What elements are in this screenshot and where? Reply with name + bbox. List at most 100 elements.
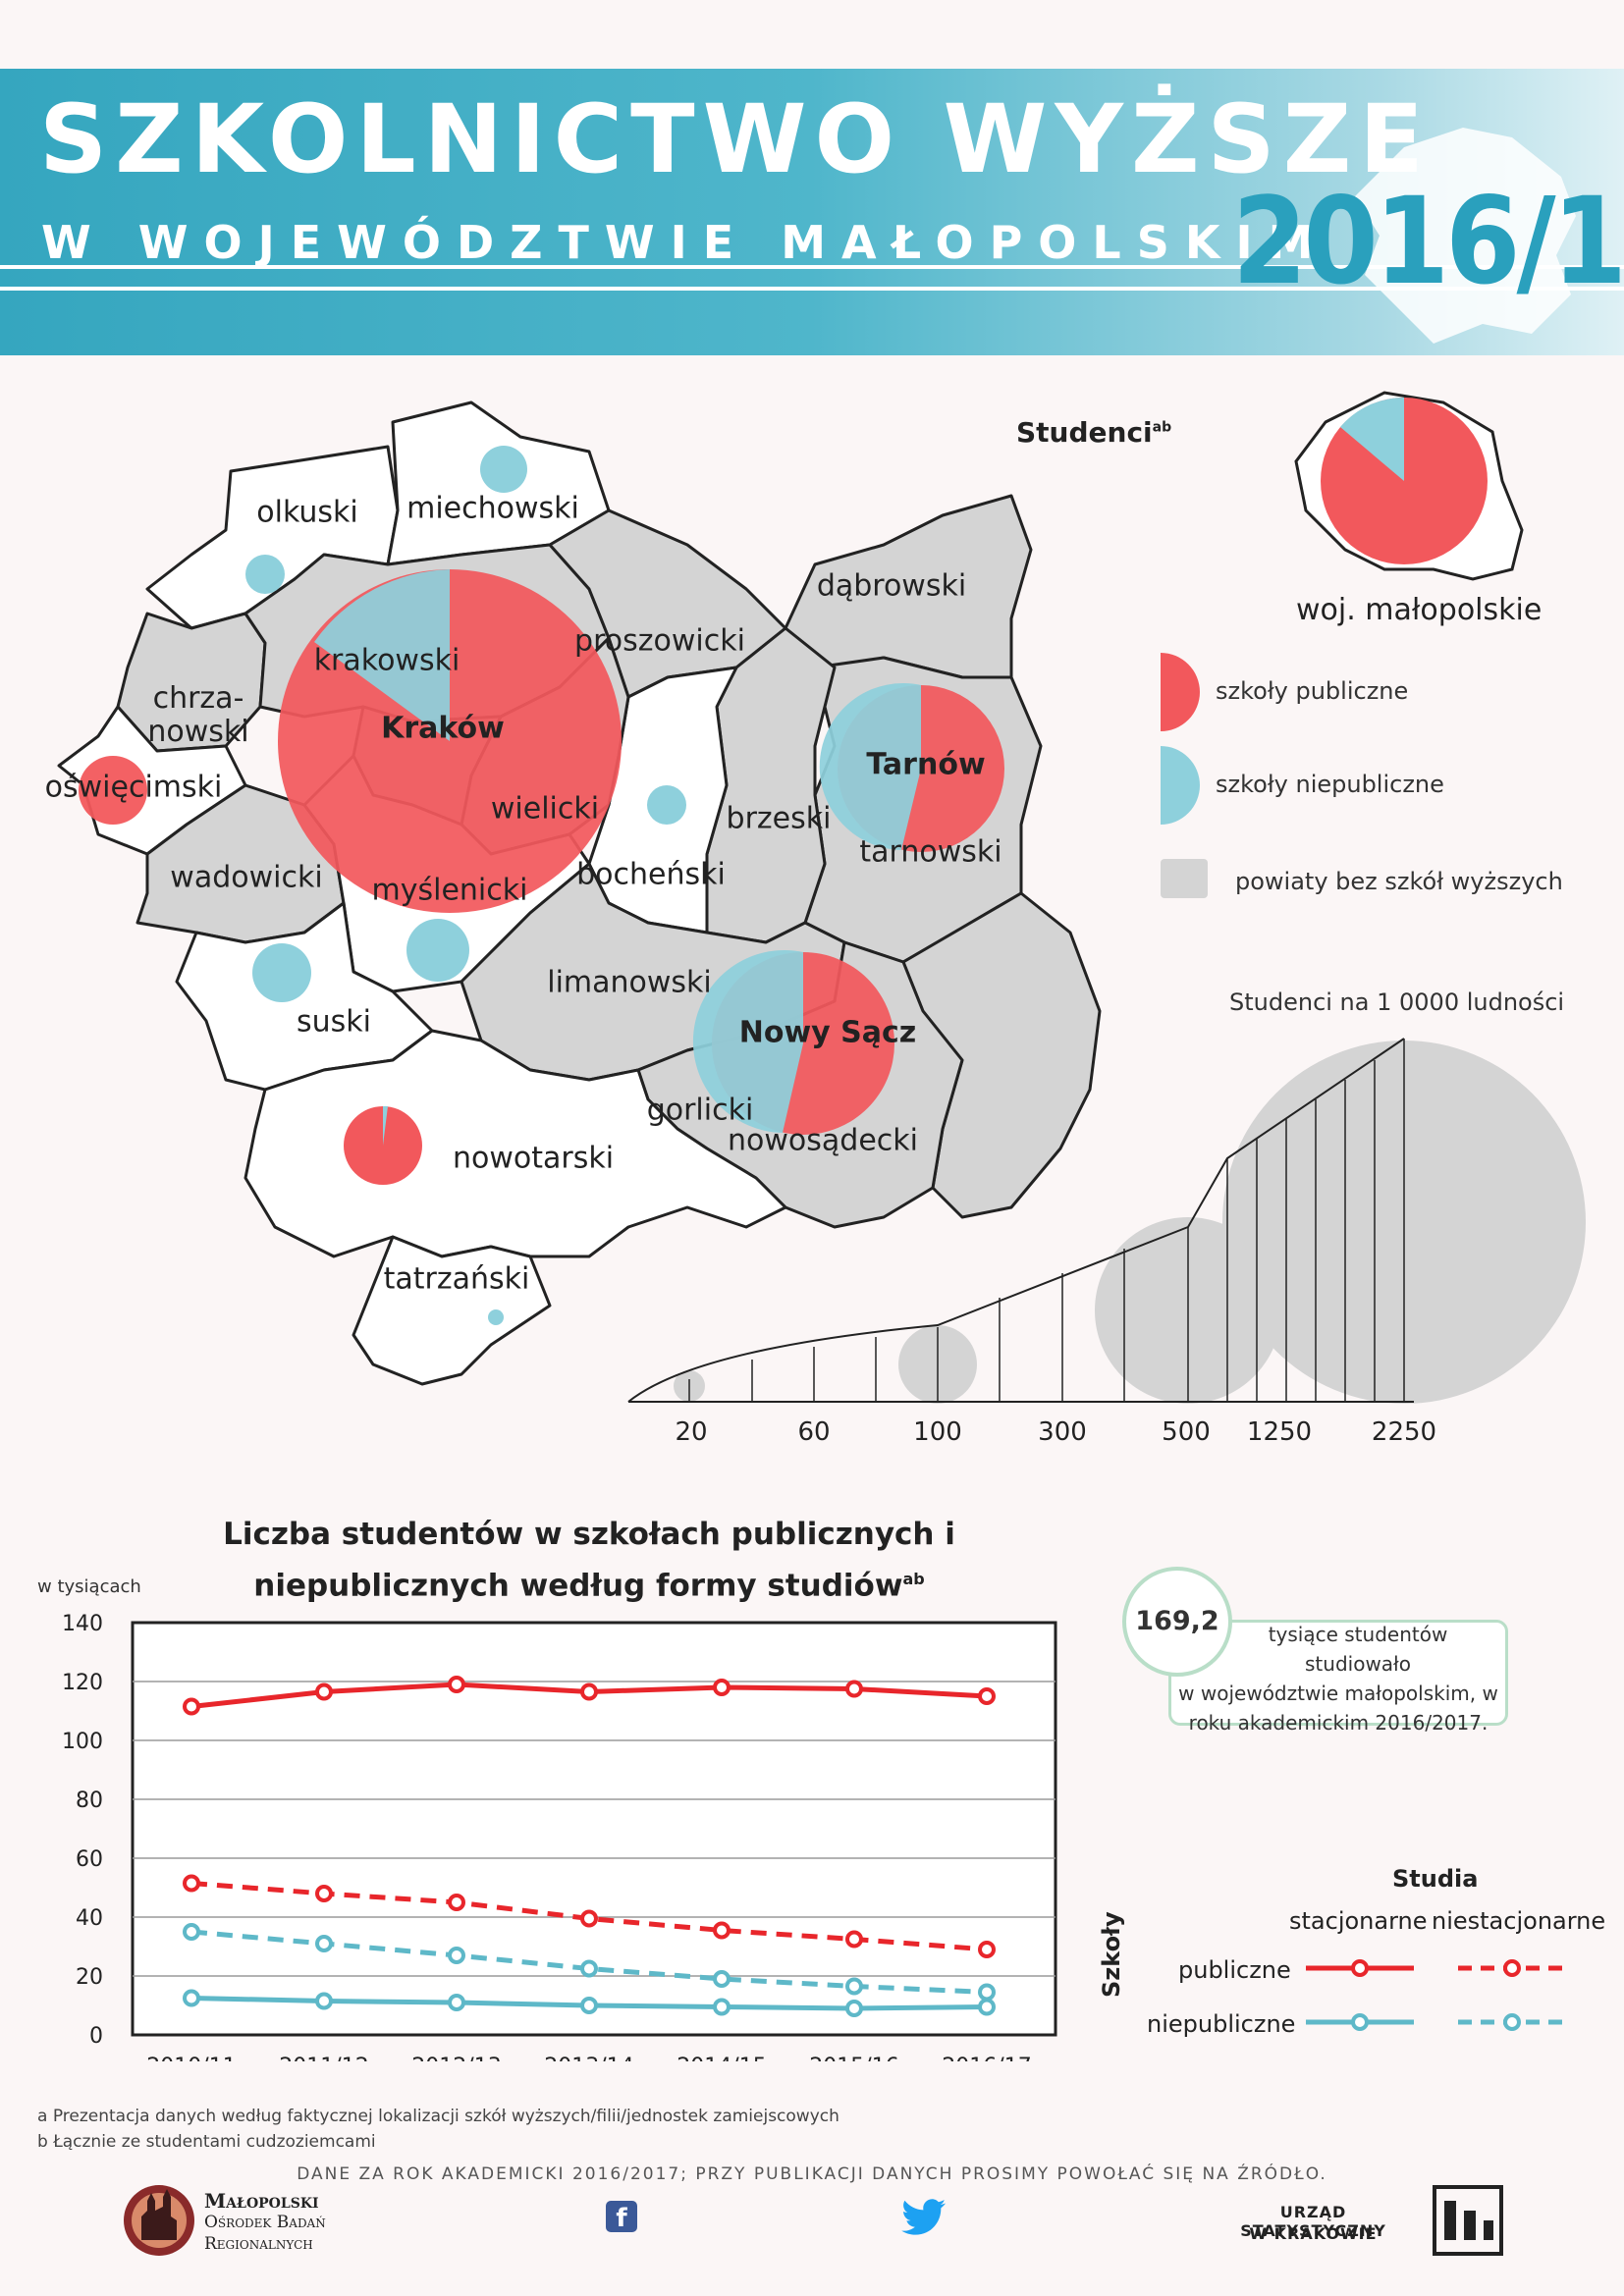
line-legend-swatches (1306, 1959, 1566, 2031)
data-point (183, 1989, 200, 2007)
pie-voivodeship (1321, 397, 1488, 564)
y-tick-label: 80 (76, 1789, 103, 1813)
label-myslenicki: myślenicki (371, 873, 528, 908)
data-point (315, 1935, 333, 1952)
pie-miechowski (480, 446, 527, 493)
label-suski: suski (297, 1004, 371, 1040)
data-point (713, 1998, 731, 2016)
y-axis-label: w tysiącach (37, 1576, 141, 1597)
legend-line-nonpublic-stac (1306, 2013, 1414, 2031)
header-banner: SZKOLNICTWO WYŻSZE W WOJEWÓDZTWIE MAŁOPO… (0, 69, 1624, 355)
pie-suski (252, 943, 311, 1002)
data-point (845, 1977, 863, 1996)
legend-line-public-stac (1306, 1959, 1414, 1977)
data-point (713, 1679, 731, 1696)
us-krakow-logo-icon (1433, 2185, 1503, 2256)
pie-olkuski (245, 555, 285, 594)
y-tick-label: 140 (62, 1612, 103, 1636)
legend-line-nonpublic-nstac (1458, 2013, 1566, 2031)
label-olkuski: olkuski (256, 495, 358, 530)
map-svg (57, 391, 1586, 1404)
data-point (448, 1994, 465, 2011)
pie-tarnow (819, 683, 1004, 852)
x-tick-label: 2011/12 (279, 2055, 368, 2061)
pie-tatrzanski (488, 1309, 504, 1325)
label-oswiecimski: oświęcimski (44, 770, 223, 805)
pie-bochenski (647, 785, 686, 825)
legend-stacjonarne: stacjonarne (1289, 1907, 1428, 1935)
page-title: SZKOLNICTWO WYŻSZE (39, 84, 1432, 194)
label-tarnow: Tarnów (866, 747, 986, 782)
org-right-l1: URZĄD STATYSTYCZNY (1240, 2203, 1386, 2240)
legend-public-swatch (1161, 653, 1200, 731)
data-point (315, 1992, 333, 2010)
y-tick-label: 120 (62, 1671, 103, 1695)
y-tick-label: 40 (76, 1906, 103, 1931)
y-tick-label: 0 (89, 2024, 103, 2049)
legend-line-public-nstac (1458, 1959, 1566, 1977)
data-point (315, 1885, 333, 1902)
size-tick: 60 (797, 1417, 831, 1447)
y-tick-label: 60 (76, 1847, 103, 1872)
data-point (713, 1921, 731, 1940)
org-left-l1: Małopolski (204, 2189, 319, 2213)
data-point (183, 1697, 200, 1716)
label-miechowski: miechowski (406, 491, 579, 526)
x-tick-label: 2012/13 (411, 2055, 501, 2061)
data-point (713, 1970, 731, 1988)
label-wadowicki: wadowicki (170, 860, 323, 895)
line-chart-title: Liczba studentów w szkołach publicznych … (223, 1517, 955, 1604)
x-tick-label: 2010/11 (146, 2055, 236, 2061)
info-value: 169,2 (1122, 1567, 1232, 1677)
label-nowotarski: nowotarski (452, 1141, 615, 1176)
legend-nonpublic-label: szkoły niepubliczne (1216, 771, 1444, 798)
info-text: tysiące studentów studiowało w województ… (1178, 1623, 1498, 1735)
data-point (978, 1998, 996, 2016)
pie-myslenicki (406, 919, 469, 982)
data-point (845, 2000, 863, 2017)
data-point (448, 1676, 465, 1693)
label-limanowski: limanowski (547, 965, 712, 1000)
label-nowosadecki: nowosądecki (728, 1123, 918, 1158)
pie-nowy-sacz (692, 950, 894, 1135)
size-tick: 2250 (1371, 1417, 1437, 1447)
size-tick: 100 (913, 1417, 962, 1447)
x-tick-label: 2013/14 (544, 2055, 633, 2061)
footnote-a: a Prezentacja danych według faktycznej l… (37, 2107, 839, 2126)
data-point (315, 1682, 333, 1701)
legend-niepubliczne: niepubliczne (1147, 2010, 1296, 2038)
mobr-logo-icon (124, 2185, 194, 2256)
size-tick: 20 (675, 1417, 708, 1447)
header-divider (0, 265, 1624, 269)
label-wielicki: wielicki (490, 791, 600, 827)
label-dabrowski: dąbrowski (816, 568, 967, 604)
legend-publiczne: publiczne (1178, 1956, 1291, 1984)
size-legend-title: Studenci na 1 0000 ludności (1229, 988, 1565, 1016)
line-chart: 0 20 40 60 80 100 120 140 2010/11 2011/12 2012/13 2… (62, 1612, 1057, 2061)
size-tick: 300 (1038, 1417, 1087, 1447)
size-legend (627, 1038, 1586, 1404)
legend-studia-title: Studia (1392, 1865, 1479, 1893)
data-point (978, 1687, 996, 1705)
label-gorlicki: gorlicki (646, 1093, 754, 1128)
region-tatrzanski (352, 1235, 552, 1386)
org-left-l2: Ośrodek Badań (204, 2213, 326, 2232)
legend-szkoly-title: Szkoły (1098, 1911, 1125, 1998)
pie-nowotarski (344, 1105, 422, 1185)
legend-none-label: powiaty bez szkół wyższych (1235, 868, 1563, 895)
twitter-icon[interactable] (901, 2199, 947, 2236)
data-point (183, 1923, 200, 1941)
header-divider (0, 287, 1624, 291)
org-right-l2: W KRAKOWIE (1249, 2224, 1378, 2243)
legend-niestacjonarne: niestacjonarne (1432, 1907, 1606, 1935)
label-chrzanowski: chrza- nowski (147, 681, 249, 749)
facebook-icon[interactable]: f (606, 2201, 637, 2233)
academic-year: 2016/17 (1232, 172, 1624, 311)
legend-none-swatch (1161, 859, 1208, 898)
voivodeship-silhouette-icon (1355, 128, 1576, 344)
data-point (580, 1959, 598, 1978)
label-tarnowski: tarnowski (859, 834, 1002, 870)
label-krakow: Kraków (381, 711, 505, 746)
page-subtitle: W WOJEWÓDZTWIE MAŁOPOLSKIM (41, 216, 1329, 269)
